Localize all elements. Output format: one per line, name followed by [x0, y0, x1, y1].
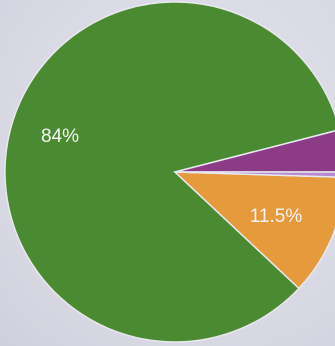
pie-slice-2	[173, 171, 335, 290]
pie-slice-4	[174, 130, 335, 173]
slice-label-2: 11.5%	[250, 206, 303, 227]
pie-slice-3	[174, 171, 335, 178]
pie-slice-1	[4, 1, 335, 343]
slice-label-1: 84%	[41, 126, 79, 147]
